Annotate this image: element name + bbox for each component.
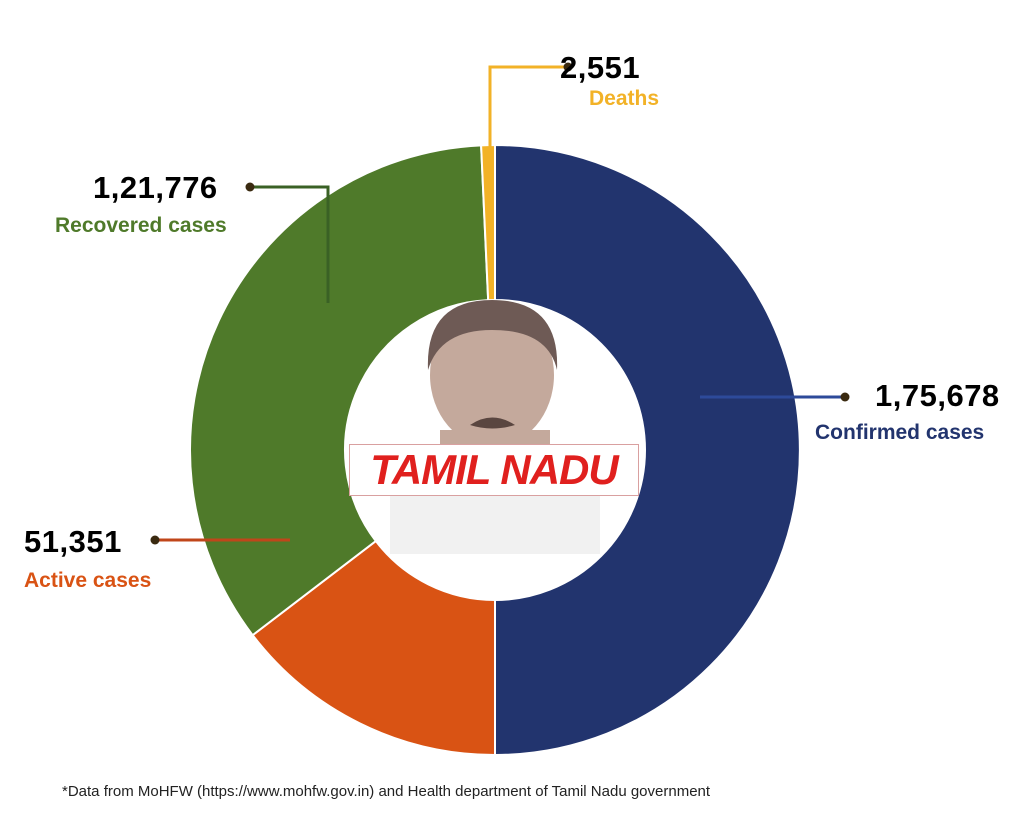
active-value: 51,351 xyxy=(24,524,122,559)
deaths-label: Deaths xyxy=(589,87,660,110)
recovered-leader-dot xyxy=(245,182,255,192)
active-leader-dot xyxy=(150,535,160,545)
deaths-value: 2,551 xyxy=(560,50,641,85)
deaths-leader-dot xyxy=(563,62,573,72)
recovered-label: Recovered cases xyxy=(55,214,227,237)
confirmed-value: 1,75,678 xyxy=(875,378,1000,413)
deaths-leader-line xyxy=(488,65,568,183)
footnote: *Data from MoHFW (https://www.mohfw.gov.… xyxy=(62,783,711,800)
recovered-leader-line xyxy=(250,185,330,303)
center-label: TAMIL NADU xyxy=(349,444,639,496)
recovered-value: 1,21,776 xyxy=(93,170,218,205)
confirmed-leader-dot xyxy=(840,392,850,402)
active-label: Active cases xyxy=(24,569,152,592)
confirmed-label: Confirmed cases xyxy=(815,421,985,444)
